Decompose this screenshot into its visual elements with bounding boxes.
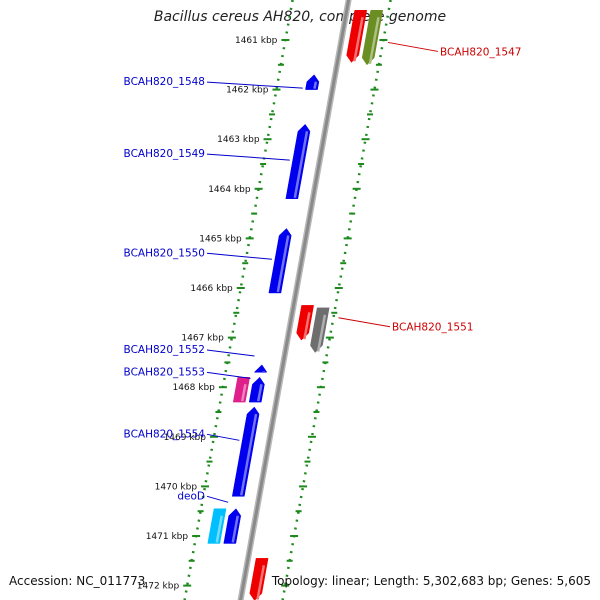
ruler-tick-label: 1471 kbp — [146, 532, 189, 542]
ruler-tick-label: 1463 kbp — [217, 135, 260, 145]
gene-arrow-body — [232, 377, 250, 403]
gene-arrow — [296, 305, 314, 341]
gene-arrow-highlight — [256, 384, 263, 402]
gene-arrow-highlight — [313, 81, 318, 89]
ruler-tick-label: 1472 kbp — [137, 582, 180, 592]
gene-label-right: BCAH820_1547 — [440, 46, 521, 58]
gene-label-leader — [206, 371, 251, 379]
gene-arrow — [231, 406, 260, 497]
gene-label-leader — [206, 433, 240, 441]
gene-arrow — [249, 558, 269, 600]
gene-arrow-highlight — [293, 131, 309, 198]
gene-arrow — [248, 376, 265, 403]
ruler-right-line — [281, 0, 392, 600]
gene-arrow — [361, 9, 384, 66]
gene-arrow-highlight — [240, 413, 258, 496]
ruler-tick-label: 1467 kbp — [181, 334, 224, 344]
gene-arrow — [305, 74, 320, 90]
gene-label-leader — [206, 349, 255, 357]
ruler-tick-label: 1469 kbp — [164, 433, 207, 443]
gene-label-leader — [206, 153, 290, 161]
gene-arrow — [285, 123, 311, 199]
gene-arrow-highlight — [256, 565, 266, 600]
gene-arrow — [254, 364, 267, 373]
gene-arrow-highlight — [368, 17, 380, 65]
gene-label-left: BCAH820_1553 — [124, 366, 205, 378]
ruler-tick-label: 1466 kbp — [190, 284, 233, 294]
gene-label-leader — [206, 252, 272, 260]
gene-arrow-highlight — [303, 312, 311, 340]
gene-label-leader — [387, 41, 439, 52]
gene-label-left: deoD — [177, 490, 205, 502]
gene-arrow — [310, 307, 330, 353]
gene-label-leader — [338, 317, 391, 328]
gene-label-left: BCAH820_1554 — [124, 428, 206, 440]
gene-label-left: BCAH820_1550 — [124, 247, 205, 259]
gene-arrow-highlight — [240, 384, 247, 402]
gene-label-leader — [206, 495, 229, 503]
accession-text: Accession: NC_011773 — [9, 574, 146, 588]
gene-arrow — [268, 228, 292, 294]
gene-arrow-highlight — [353, 17, 364, 62]
gene-arrow-highlight — [276, 235, 290, 293]
gene-label-left: BCAH820_1548 — [124, 76, 205, 88]
topology-text: Topology: linear; Length: 5,302,683 bp; … — [271, 574, 591, 588]
gene-arrow-body — [223, 508, 242, 544]
gene-arrow — [346, 9, 368, 63]
gene-label-left: BCAH820_1549 — [124, 148, 205, 160]
ruler-tick-label: 1470 kbp — [155, 482, 198, 492]
ruler-tick-label: 1465 kbp — [199, 234, 242, 244]
gene-arrow — [223, 508, 242, 544]
gene-arrow-highlight — [215, 515, 223, 543]
ruler-tick-label: 1468 kbp — [172, 383, 215, 393]
backbone-line — [239, 0, 351, 600]
ruler-left-line — [183, 0, 294, 600]
gene-arrow-highlight — [316, 314, 327, 352]
gene-arrow — [207, 508, 227, 544]
gene-label-leader — [206, 81, 303, 89]
ruler-tick-label: 1462 kbp — [226, 86, 269, 96]
ruler-tick-label: 1461 kbp — [235, 36, 278, 46]
gene-arrow-highlight — [231, 515, 239, 543]
gene-label-right: BCAH820_1551 — [392, 322, 473, 334]
gene-arrow — [232, 377, 250, 403]
gene-arrow-body — [254, 364, 267, 373]
ruler-tick-label: 1464 kbp — [208, 185, 251, 195]
gene-label-left: BCAH820_1552 — [124, 344, 205, 356]
gene-arrow-body — [248, 376, 265, 403]
